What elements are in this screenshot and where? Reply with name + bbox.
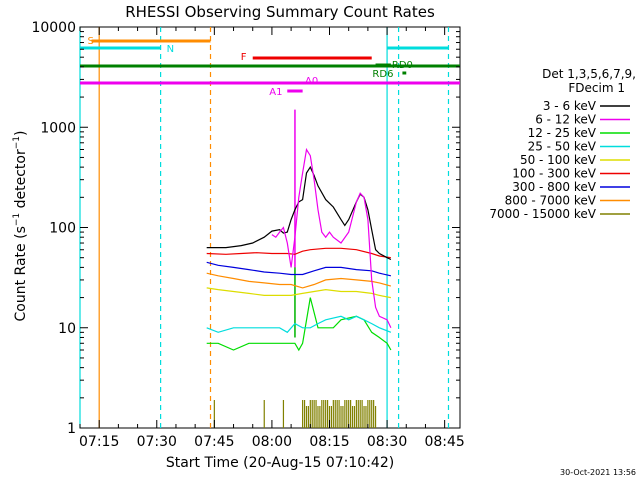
flag-label-a1: A1 [269, 87, 282, 98]
curve-cyan [206, 315, 392, 334]
legend-label-3: 25 - 50 keV [528, 140, 597, 154]
legend-label-0: 3 - 6 keV [543, 99, 597, 113]
flag-label-rd0: RD0 [392, 60, 413, 71]
legend-label-2: 12 - 25 keV [528, 126, 597, 140]
legend-label-6: 300 - 800 keV [512, 180, 596, 194]
x-tick-label-2: 07:45 [194, 434, 234, 450]
flag-label-f: F [241, 52, 247, 63]
x-tick-label-1: 07:30 [137, 434, 177, 450]
flag-label-s: S [88, 36, 94, 47]
x-tick-label-4: 08:15 [309, 434, 349, 450]
x-tick-label-0: 07:15 [79, 434, 119, 450]
curve-orange [206, 272, 392, 289]
x-axis-label: Start Time (20-Aug-15 07:10:42) [166, 455, 394, 471]
y-axis-label: Count Rate (s−1 detector−1) [12, 131, 29, 322]
curve-magenta [271, 147, 392, 329]
y-axis-label-sup1: −1 [12, 213, 22, 226]
y-tick-label-3: 1000 [40, 120, 76, 136]
legend-label-5: 100 - 300 keV [512, 167, 596, 181]
y-axis-label-end: ) [13, 131, 29, 136]
legend-label-1: 6 - 12 keV [535, 113, 597, 127]
legend-label-8: 7000 - 15000 keV [489, 207, 596, 221]
y-tick-label-4: 10000 [31, 20, 76, 36]
curve-red [206, 247, 391, 259]
x-tick-label-3: 08:00 [252, 434, 292, 450]
legend-label-7: 800 - 7000 keV [505, 194, 597, 208]
y-axis-label-sup2: −1 [12, 136, 22, 149]
curve-yellow [206, 287, 392, 299]
y-axis-label-mid: detector [13, 149, 29, 213]
legend-header-1: Det 1,3,5,6,7,9, [542, 67, 636, 81]
footer-timestamp: 30-Oct-2021 13:56 [560, 468, 636, 477]
curve-black [206, 165, 392, 261]
x-axis-ticks: 07:15 07:30 07:45 08:00 08:15 08:30 08:45 [79, 27, 465, 450]
x-tick-label-6: 08:45 [424, 434, 464, 450]
y-tick-label-0: 1 [67, 421, 76, 437]
y-axis-label-main: Count Rate (s [13, 226, 29, 321]
y-tick-label-1: 10 [58, 321, 76, 337]
y-axis-ticks: 1 10 100 1000 10000 [31, 20, 460, 437]
chart-title: RHESSI Observing Summary Count Rates [125, 3, 435, 21]
olive-histogram [213, 400, 377, 428]
series-curves [206, 147, 392, 352]
flag-label-n: N [167, 44, 174, 55]
curve-blue [206, 261, 392, 277]
legend-label-4: 50 - 100 keV [520, 153, 597, 167]
y-tick-label-2: 100 [49, 221, 76, 237]
curve-green [206, 297, 392, 352]
vertical-markers [79, 27, 450, 428]
flag-label-a0: A0 [305, 76, 318, 87]
legend-header-2: FDecim 1 [568, 81, 625, 95]
x-tick-label-5: 08:30 [367, 434, 407, 450]
flag-label-rd6: RD6 [372, 69, 393, 80]
